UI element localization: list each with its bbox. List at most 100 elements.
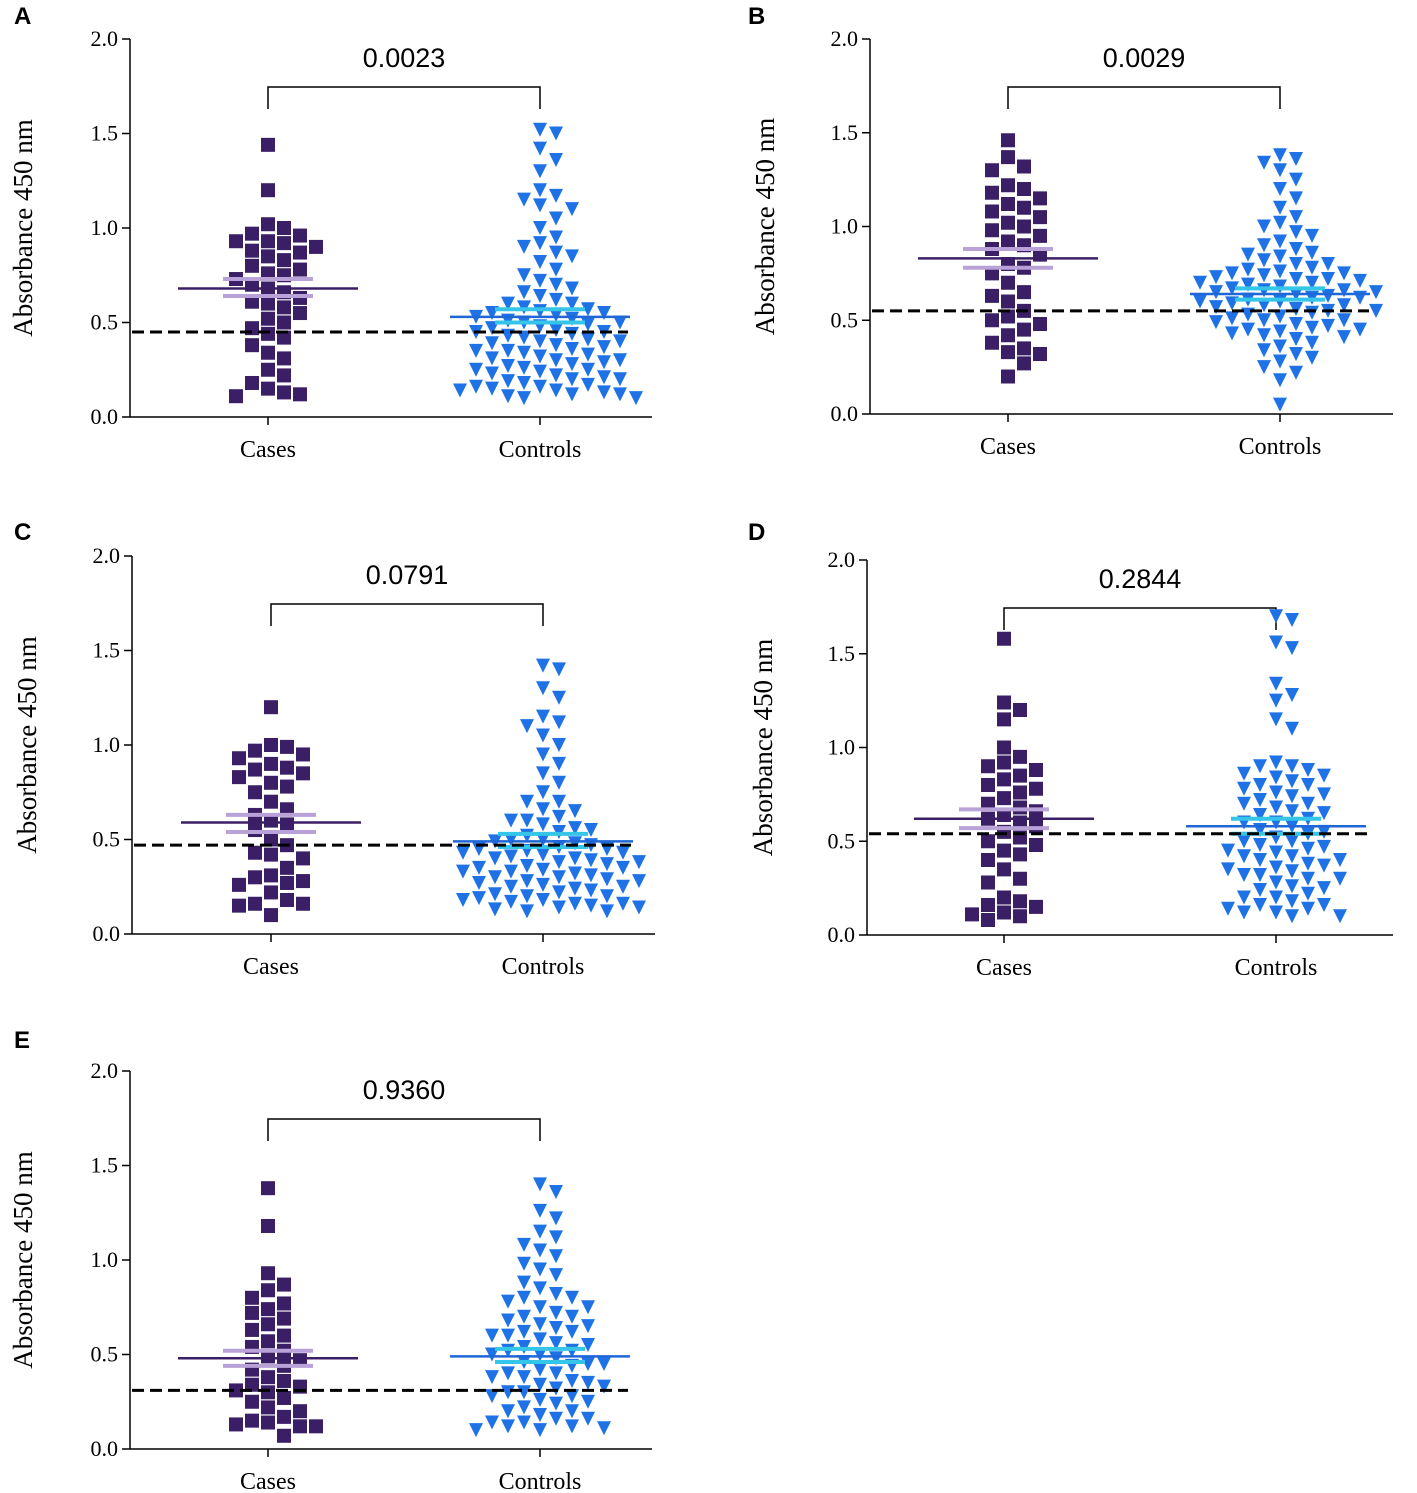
controls-point	[616, 860, 630, 875]
cases-point	[229, 1417, 243, 1432]
y-tick-label: 0.5	[831, 307, 859, 332]
cases-point	[277, 221, 291, 235]
controls-point	[1317, 858, 1331, 873]
cases-point	[232, 898, 246, 913]
controls-point	[581, 1338, 595, 1353]
cases-point	[1001, 215, 1015, 230]
controls-point	[549, 1411, 563, 1426]
cases-point	[261, 1385, 275, 1400]
p-value-label: 0.0029	[1103, 43, 1186, 73]
controls-point	[485, 351, 499, 366]
cases-point	[248, 845, 262, 860]
cases-point	[261, 1283, 275, 1298]
controls-point	[504, 894, 518, 909]
controls-point	[1369, 303, 1383, 318]
cases-point	[981, 834, 995, 849]
cases-point	[997, 905, 1011, 920]
controls-point	[549, 1381, 563, 1396]
cases-point	[981, 759, 995, 774]
controls-point	[552, 715, 566, 730]
controls-point	[501, 1404, 515, 1419]
controls-point	[1317, 881, 1331, 896]
controls-point	[517, 1256, 531, 1271]
controls-point	[1321, 272, 1335, 286]
controls-point	[1321, 257, 1335, 271]
cases-point	[1033, 347, 1047, 361]
controls-point	[456, 864, 470, 879]
controls-point	[1269, 693, 1283, 708]
controls-point	[568, 821, 582, 836]
controls-point	[1257, 253, 1271, 268]
cases-point	[261, 1181, 275, 1196]
controls-point	[1285, 804, 1299, 819]
controls-point	[501, 374, 515, 389]
cases-point	[1017, 159, 1031, 174]
controls-point	[1273, 264, 1287, 279]
controls-point	[565, 1324, 579, 1339]
cases-point	[1001, 345, 1015, 360]
controls-point	[453, 383, 467, 398]
controls-point	[501, 358, 515, 373]
cases-point	[1017, 285, 1031, 300]
controls-point	[533, 1317, 547, 1332]
controls-point	[568, 896, 582, 911]
controls-point	[1289, 152, 1303, 166]
cases-point	[985, 223, 999, 238]
controls-point	[536, 847, 550, 862]
controls-point	[1285, 759, 1299, 774]
x-category-label: Controls	[499, 1469, 582, 1493]
controls-point	[488, 870, 502, 885]
y-tick-label: 0.5	[828, 828, 856, 853]
cases-point	[280, 739, 294, 754]
cases-point	[1029, 763, 1043, 777]
controls-point	[533, 1262, 547, 1277]
controls-point	[517, 285, 531, 300]
controls-point	[504, 832, 518, 847]
panel-letter: A	[14, 3, 31, 30]
cases-point	[296, 851, 310, 866]
cases-point	[261, 1400, 275, 1415]
panel-a: A 0.0 0.5 1.0 1.5 2.0 Absorbance 450 nm Cases Co…	[8, 3, 652, 463]
controls-point	[536, 766, 550, 781]
controls-point	[613, 334, 627, 349]
cases-point	[261, 345, 275, 360]
controls-point	[517, 239, 531, 254]
controls-point	[520, 858, 534, 873]
controls-point	[1269, 635, 1283, 650]
controls-point	[549, 1287, 563, 1302]
controls-point	[600, 904, 614, 919]
controls-point	[568, 836, 582, 851]
controls-point	[517, 1275, 531, 1290]
cases-point	[229, 234, 243, 249]
cases-point	[1013, 703, 1027, 717]
cases-point	[1001, 328, 1015, 343]
cases-point	[985, 185, 999, 200]
controls-point	[536, 658, 550, 673]
y-axis-title: Absorbance 450 nm	[12, 636, 42, 853]
controls-point	[536, 728, 550, 743]
cases-point	[261, 1415, 275, 1430]
cases-point	[245, 338, 259, 353]
controls-point	[1273, 354, 1287, 369]
controls-point	[533, 379, 547, 394]
controls-point	[1305, 260, 1319, 275]
controls-point	[1273, 234, 1287, 249]
controls-point	[533, 1243, 547, 1258]
controls-point	[1237, 766, 1251, 781]
controls-point	[1289, 332, 1303, 346]
controls-point	[549, 1184, 563, 1199]
controls-point	[472, 860, 486, 875]
controls-point	[1285, 909, 1299, 924]
cases-point	[1013, 871, 1027, 886]
controls-point	[549, 230, 563, 245]
controls-point	[536, 785, 550, 800]
controls-point	[549, 368, 563, 383]
controls-point	[1237, 796, 1251, 811]
controls-point	[584, 853, 598, 868]
cases-point	[997, 755, 1011, 770]
cases-point	[1017, 219, 1031, 234]
y-tick-label: 1.5	[91, 121, 119, 146]
controls-point	[565, 326, 579, 341]
y-tick-label: 1.0	[831, 214, 859, 239]
cases-point	[261, 137, 275, 152]
